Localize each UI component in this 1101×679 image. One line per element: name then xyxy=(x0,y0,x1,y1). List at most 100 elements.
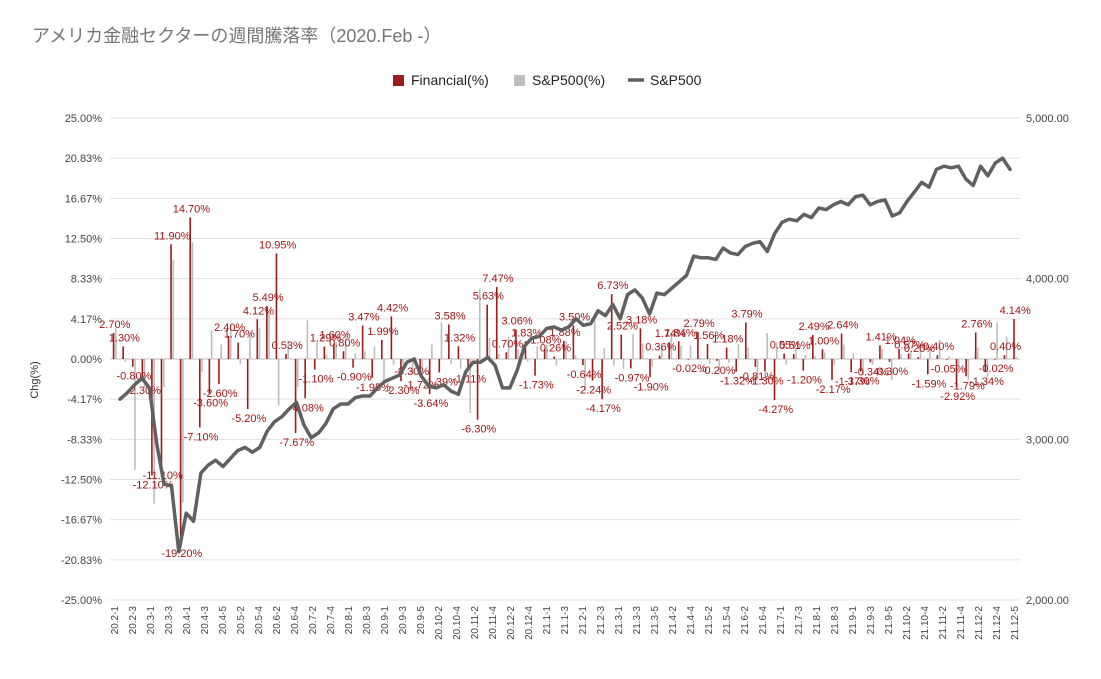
financial-data-label: 5.49% xyxy=(252,292,283,304)
sp500-pct-bar xyxy=(450,359,452,364)
sp500-pct-bar xyxy=(833,359,836,365)
financial-data-label: 1.32% xyxy=(444,332,475,344)
financial-data-label: -4.17% xyxy=(586,403,621,415)
sp500-pct-bar xyxy=(967,359,970,381)
financial-bar xyxy=(419,359,421,376)
x-tick-label: 21.10-2 xyxy=(902,606,913,640)
x-tick-label: 21.1-1 xyxy=(542,606,553,635)
financial-bar xyxy=(294,359,297,433)
financial-bar xyxy=(994,359,996,360)
financial-bar xyxy=(879,345,881,359)
sp500-pct-bar xyxy=(402,359,404,366)
sp500-pct-bar xyxy=(632,333,634,359)
x-tick-label: 20.2-3 xyxy=(128,606,139,635)
financial-bar xyxy=(285,353,287,359)
sp500-pct-bar xyxy=(766,332,768,359)
financial-bar xyxy=(687,359,690,360)
financial-bar xyxy=(141,359,144,382)
sp500-pct-bar xyxy=(977,347,979,359)
financial-bar xyxy=(333,343,335,359)
financial-data-label: 0.55% xyxy=(770,340,801,352)
financial-data-label: 1.56% xyxy=(693,330,724,342)
x-tick-label: 20.6-2 xyxy=(272,606,283,635)
financial-bar xyxy=(898,348,900,359)
sp500-pct-bar xyxy=(277,359,280,406)
financial-bar xyxy=(352,359,354,368)
x-tick-label: 21.9-3 xyxy=(866,606,877,635)
right-tick-label: 3,000.00 xyxy=(1026,434,1069,446)
sp500-pct-bar xyxy=(680,345,682,359)
financial-data-label: 0.20% xyxy=(904,343,935,355)
x-tick-label: 20.11-4 xyxy=(488,606,499,640)
financial-bar xyxy=(112,332,115,359)
financial-data-label: -2.30% xyxy=(126,385,161,397)
sp500-pct-bar xyxy=(258,328,261,359)
financial-data-label: -1.30% xyxy=(749,376,784,388)
financial-data-label: 1.70% xyxy=(224,329,255,341)
financial-data-label: 3.47% xyxy=(348,312,379,324)
financial-bar xyxy=(907,353,910,359)
sp500-pct-bar xyxy=(938,339,941,359)
financial-bar xyxy=(218,359,220,385)
sp500-pct-bar xyxy=(488,337,491,359)
financial-bar xyxy=(563,340,565,359)
sp500-line xyxy=(118,156,1012,554)
left-tick-label: -12.50% xyxy=(61,475,102,487)
x-tick-label: 20.9-1 xyxy=(380,606,391,635)
financial-bar xyxy=(812,334,814,359)
legend-label-1: Financial(%) xyxy=(411,72,489,88)
left-tick-label: 4.17% xyxy=(71,314,102,326)
sp500-pct-bar xyxy=(651,359,654,367)
financial-data-label: -1.11% xyxy=(452,374,486,386)
sp500-pct-bar xyxy=(996,322,998,359)
sp500-pct-bar xyxy=(392,359,395,365)
legend-label-2: S&P500(%) xyxy=(532,72,605,88)
sp500-pct-bar xyxy=(622,359,625,369)
financial-data-label: -1.79% xyxy=(950,380,985,392)
sp500-pct-bar xyxy=(555,359,558,366)
financial-bar xyxy=(974,332,977,359)
sp500-pct-bar xyxy=(172,259,175,359)
financial-data-label: 6.73% xyxy=(597,280,628,292)
sp500-pct-bar xyxy=(565,340,567,359)
sp500-pct-bar xyxy=(574,355,577,359)
right-tick-label: 4,000.00 xyxy=(1026,274,1069,286)
sp500-pct-bar xyxy=(191,242,194,359)
financial-bar xyxy=(754,359,757,367)
financial-bar xyxy=(237,342,239,359)
financial-data-label: -7.10% xyxy=(184,431,219,443)
x-tick-label: 21.9-1 xyxy=(848,606,859,635)
x-tick-label: 21.3-1 xyxy=(614,606,625,635)
financial-bar xyxy=(476,359,479,420)
financial-data-label: -2.60% xyxy=(203,388,238,400)
financial-data-label: -0.64% xyxy=(567,369,602,381)
financial-bar xyxy=(170,244,172,359)
financial-data-label: 2.76% xyxy=(961,318,992,330)
financial-bar xyxy=(275,253,278,359)
x-tick-label: 21.6-2 xyxy=(740,606,751,635)
financial-bar xyxy=(428,359,431,395)
legend-label-3: S&P500 xyxy=(650,72,702,88)
sp500-pct-bar xyxy=(881,348,883,359)
x-tick-label: 20.4-3 xyxy=(200,606,211,635)
financial-bar xyxy=(467,359,469,370)
x-tick-label: 21.10-4 xyxy=(920,606,931,640)
sp500-pct-bar xyxy=(440,322,443,359)
left-tick-label: 8.33% xyxy=(71,274,102,286)
sp500-pct-bar xyxy=(268,311,270,359)
financial-data-label: -4.27% xyxy=(758,404,793,416)
sp500-pct-bar xyxy=(143,359,146,388)
financial-bar xyxy=(534,359,536,376)
financial-data-label: -7.67% xyxy=(279,437,314,449)
financial-data-label: -1.30% xyxy=(845,376,880,388)
x-tick-label: 21.7-1 xyxy=(776,606,787,635)
x-tick-label: 20.10-4 xyxy=(452,606,463,640)
financial-data-label: 3.50% xyxy=(559,311,590,323)
financial-bar xyxy=(515,329,517,359)
sp500-pct-bar xyxy=(296,359,299,387)
financial-bar xyxy=(342,351,345,359)
sp500-pct-bar xyxy=(728,359,730,363)
financial-data-label: 0.26% xyxy=(540,342,571,354)
financial-data-label: -2.92% xyxy=(940,391,975,403)
chart-title: アメリカ金融セクターの週間騰落率（2020.Feb -） xyxy=(32,26,442,46)
